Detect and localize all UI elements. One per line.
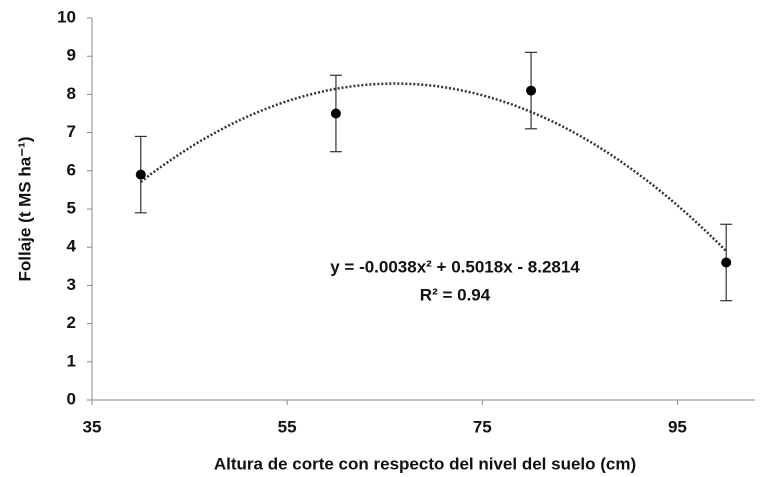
y-tick-label: 8 xyxy=(67,84,76,103)
point xyxy=(135,169,146,180)
trendline xyxy=(140,82,728,252)
y-tick-label: 4 xyxy=(67,237,77,256)
y-axis-title: Follaje (t MS ha⁻¹) xyxy=(15,137,34,282)
y-tick-label: 7 xyxy=(67,122,76,141)
y-tick-label: 5 xyxy=(67,198,76,217)
point xyxy=(330,108,341,119)
y-tick-label: 3 xyxy=(67,275,76,294)
x-tick-label: 75 xyxy=(473,417,492,436)
y-tick-label: 2 xyxy=(67,313,76,332)
y-tick-label: 9 xyxy=(67,46,76,65)
trend-equation: y = -0.0038x² + 0.5018x - 8.2814 xyxy=(330,257,580,276)
x-tick-label: 35 xyxy=(83,417,102,436)
y-tick-label: 6 xyxy=(67,160,76,179)
x-tick-label: 55 xyxy=(278,417,297,436)
trend-r2: R² = 0.94 xyxy=(420,285,491,304)
x-axis-title: Altura de corte con respecto del nivel d… xyxy=(214,454,636,473)
y-tick-label: 0 xyxy=(67,389,76,408)
point xyxy=(721,257,732,268)
y-tick-label: 1 xyxy=(67,351,76,370)
point xyxy=(526,85,537,96)
x-tick-label: 95 xyxy=(668,417,687,436)
y-tick-label: 10 xyxy=(57,7,76,26)
